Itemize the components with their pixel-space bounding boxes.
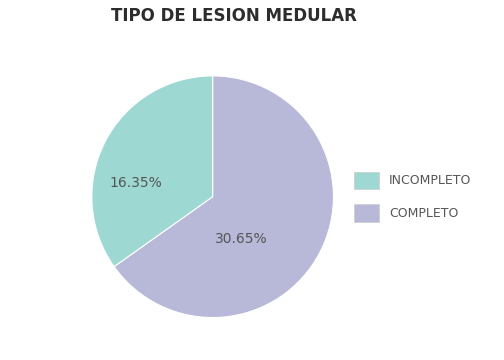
- Text: 16.35%: 16.35%: [109, 176, 162, 189]
- Text: 30.65%: 30.65%: [215, 232, 268, 246]
- Title: TIPO DE LESION MEDULAR: TIPO DE LESION MEDULAR: [111, 7, 357, 25]
- Wedge shape: [114, 76, 334, 318]
- Wedge shape: [92, 76, 213, 267]
- Legend: INCOMPLETO, COMPLETO: INCOMPLETO, COMPLETO: [348, 165, 477, 228]
